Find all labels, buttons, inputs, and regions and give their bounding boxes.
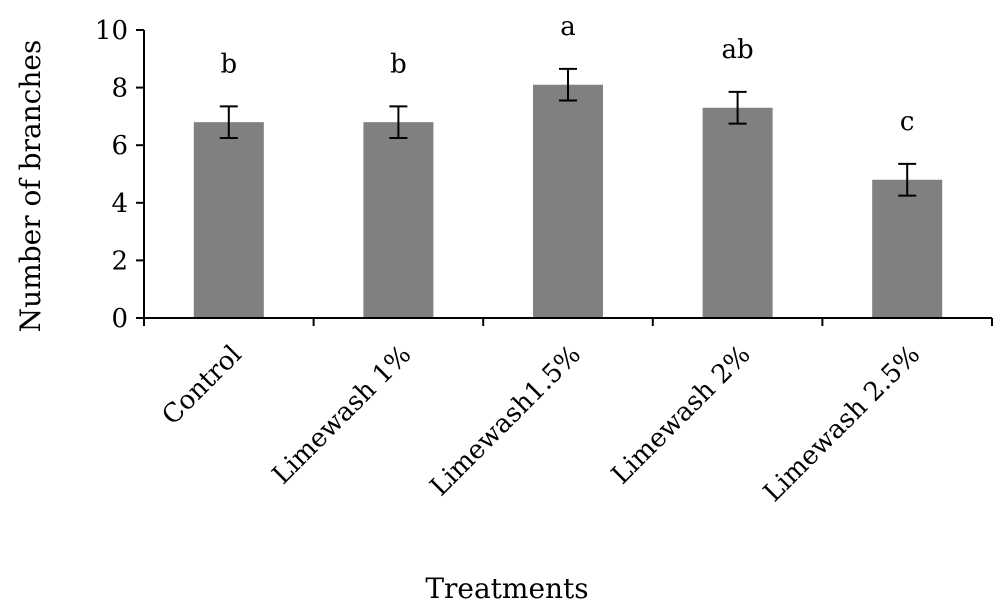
- bars-group: [193, 84, 943, 318]
- bar: [872, 179, 943, 318]
- y-axis-title: Number of branches: [14, 40, 47, 333]
- y-tick-label: 2: [111, 246, 128, 276]
- significance-letter: ab: [722, 35, 754, 65]
- bar: [193, 122, 264, 318]
- significance-letter: b: [220, 49, 237, 79]
- y-tick-label: 6: [111, 131, 128, 161]
- significance-letters-group: b b a ab c: [220, 12, 914, 137]
- x-axis-title: Treatments: [425, 572, 588, 605]
- y-ticks-group: 0 2 4 6 8 10: [95, 16, 144, 334]
- y-tick-label: 10: [95, 16, 128, 46]
- y-tick-label: 4: [111, 189, 128, 219]
- x-ticks-group: Control Limewash 1% Limewash1.5% Limewash 2…: [143, 318, 993, 508]
- y-tick-label: 0: [111, 304, 128, 334]
- bar: [533, 84, 603, 318]
- bar: [363, 122, 434, 318]
- axes-group: [143, 30, 992, 319]
- x-category-label: Limewash1.5%: [425, 340, 587, 502]
- significance-letter: b: [390, 49, 407, 79]
- significance-letter: a: [560, 12, 576, 42]
- y-tick-label: 8: [111, 74, 128, 104]
- x-category-label: Limewash 2%: [606, 340, 757, 491]
- error-bars-group: [219, 67, 917, 197]
- significance-letter: c: [900, 107, 915, 137]
- x-category-label: Limewash 2.5%: [758, 340, 926, 508]
- x-category-label: Limewash 1%: [267, 340, 418, 491]
- bar: [702, 107, 773, 318]
- x-category-label: Control: [156, 340, 247, 431]
